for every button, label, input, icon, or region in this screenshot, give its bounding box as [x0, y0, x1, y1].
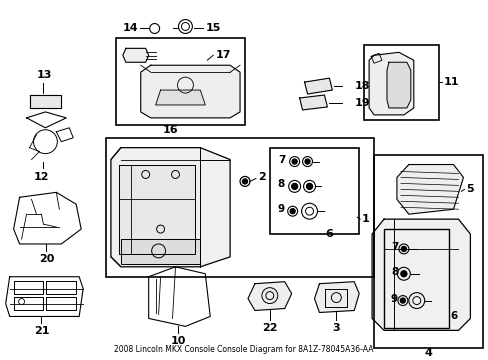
Polygon shape	[247, 282, 291, 310]
Bar	[383, 229, 447, 328]
Polygon shape	[304, 78, 332, 94]
Polygon shape	[371, 219, 469, 330]
Bar	[364, 45, 438, 120]
Bar	[373, 154, 482, 348]
Text: 8: 8	[390, 267, 397, 277]
Text: 6: 6	[449, 311, 457, 321]
Bar	[269, 148, 359, 234]
Text: 2008 Lincoln MKX Console Console Diagram for 8A1Z-78045A36-AA: 2008 Lincoln MKX Console Console Diagram…	[114, 345, 373, 354]
Text: 4: 4	[424, 348, 432, 358]
Polygon shape	[396, 165, 463, 214]
Text: 5: 5	[466, 184, 473, 194]
Circle shape	[305, 159, 309, 164]
Text: 19: 19	[353, 98, 369, 108]
Circle shape	[242, 179, 247, 184]
Text: 16: 16	[163, 125, 178, 135]
Circle shape	[401, 247, 406, 251]
Circle shape	[291, 183, 297, 189]
Circle shape	[400, 298, 405, 303]
Text: 7: 7	[277, 154, 285, 165]
Text: 15: 15	[205, 23, 220, 33]
Text: 18: 18	[353, 81, 369, 91]
Polygon shape	[141, 65, 240, 118]
Text: 17: 17	[215, 50, 230, 60]
Polygon shape	[386, 62, 410, 108]
Polygon shape	[119, 165, 195, 254]
Circle shape	[289, 209, 295, 214]
Polygon shape	[314, 282, 359, 312]
Text: 10: 10	[170, 336, 186, 346]
Bar	[106, 138, 373, 277]
Text: 21: 21	[34, 327, 49, 336]
Polygon shape	[111, 148, 230, 267]
Text: 1: 1	[362, 214, 369, 224]
Circle shape	[400, 271, 406, 277]
Bar	[116, 39, 244, 125]
Text: 8: 8	[277, 179, 285, 189]
Text: 12: 12	[34, 172, 49, 183]
Text: 11: 11	[443, 77, 458, 87]
Polygon shape	[299, 95, 327, 110]
Polygon shape	[29, 95, 61, 108]
Text: 9: 9	[390, 293, 397, 303]
Text: 22: 22	[262, 323, 277, 333]
Text: 3: 3	[332, 323, 340, 333]
Polygon shape	[122, 48, 148, 62]
Text: 7: 7	[390, 242, 398, 252]
Text: 14: 14	[123, 23, 139, 33]
Text: 13: 13	[37, 70, 52, 80]
Text: 2: 2	[257, 172, 265, 183]
Polygon shape	[155, 90, 205, 105]
Polygon shape	[368, 52, 413, 115]
Polygon shape	[121, 239, 200, 264]
Text: 6: 6	[325, 229, 333, 239]
Text: 9: 9	[277, 204, 285, 214]
Circle shape	[306, 183, 312, 189]
Text: 20: 20	[39, 254, 54, 264]
Circle shape	[291, 159, 297, 164]
